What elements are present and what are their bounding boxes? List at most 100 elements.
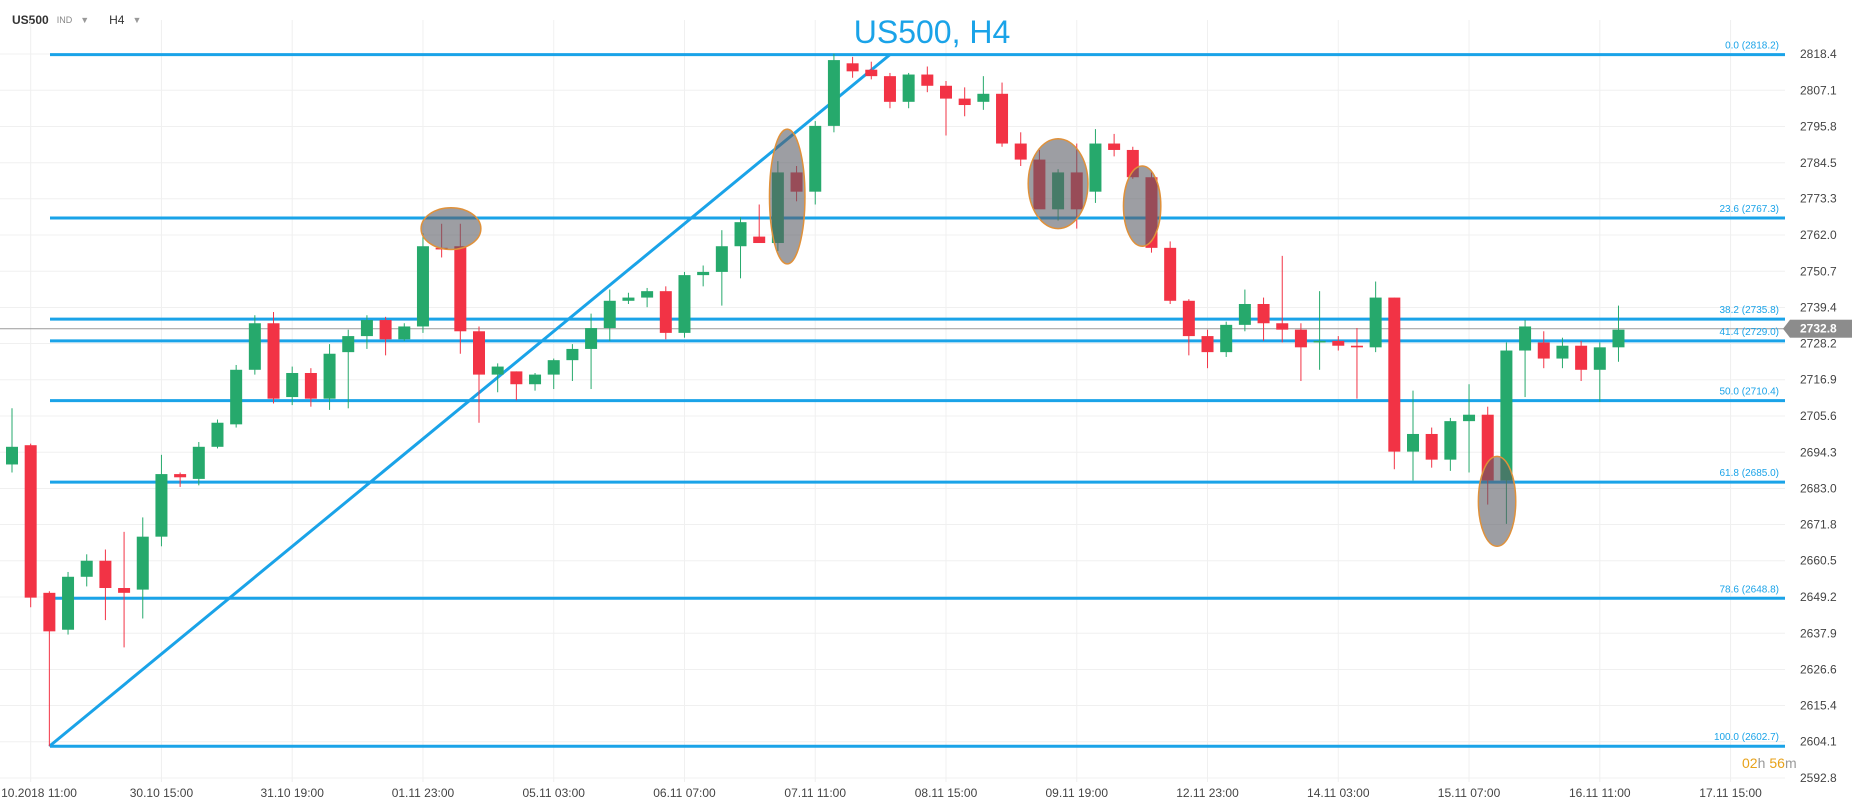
candle-body — [902, 74, 915, 102]
timeframe-selector[interactable]: H4 — [109, 13, 125, 27]
candle — [491, 363, 504, 393]
candle — [921, 66, 934, 93]
current-price-label: 2732.8 — [1800, 322, 1837, 336]
candle-body — [62, 576, 75, 630]
timer-hours: 02 — [1742, 755, 1758, 771]
candle-body — [1500, 350, 1513, 481]
candle-body — [603, 300, 616, 329]
price-tick-label: 2818.4 — [1800, 47, 1837, 61]
highlight-ellipse[interactable] — [1477, 455, 1517, 548]
candle-body — [379, 320, 392, 340]
candle-body — [809, 125, 822, 192]
candle-body — [846, 63, 859, 72]
timer-minutes: 56 — [1769, 755, 1785, 771]
candle-body — [1369, 297, 1382, 348]
candle — [1369, 281, 1382, 353]
time-tick-label: 14.11 03:00 — [1307, 786, 1370, 800]
candle-body — [622, 297, 635, 301]
candle-body — [454, 246, 467, 332]
price-axis[interactable]: 2818.4 2807.1 2795.8 2784.5 2773.3 2762.0 2750… — [1783, 47, 1852, 785]
trendline[interactable] — [48, 53, 891, 748]
candle-body — [940, 85, 952, 99]
price-tick-label: 2694.3 — [1800, 445, 1837, 459]
candle-body — [80, 560, 93, 577]
candle-body — [1537, 342, 1550, 359]
candle-body — [286, 372, 299, 398]
candle-body — [977, 93, 990, 102]
candle — [62, 571, 75, 635]
candle — [585, 313, 598, 390]
candle — [1537, 331, 1550, 369]
candle — [174, 472, 187, 487]
candle-body — [1276, 323, 1289, 330]
candle — [603, 289, 616, 341]
highlight-ellipse[interactable] — [420, 206, 482, 251]
candle — [566, 344, 579, 382]
symbol-dropdown-chevron-icon[interactable]: ▼ — [80, 15, 90, 25]
price-tick-label: 2637.9 — [1800, 626, 1837, 640]
candle — [958, 87, 971, 117]
candle-body — [1014, 143, 1027, 160]
time-tick-label: 29.10.2018 11:00 — [0, 786, 77, 800]
highlight-ellipse[interactable] — [1122, 165, 1162, 247]
price-tick-label: 2615.4 — [1800, 698, 1837, 712]
candle — [902, 72, 915, 109]
candle-body — [1519, 326, 1532, 351]
price-tick-label: 2649.2 — [1800, 590, 1837, 604]
candle — [1276, 255, 1289, 343]
highlight-ellipse[interactable] — [1027, 137, 1089, 230]
candle — [1444, 417, 1457, 471]
candle-body — [1201, 336, 1214, 353]
fibonacci-retracement[interactable]: 0.0 (2818.2) 23.6 (2767.3) 38.2 (2735.8) 41… — [50, 41, 1785, 748]
candle — [1612, 305, 1625, 362]
candle — [1257, 297, 1270, 341]
fib-level-label: 61.8 (2685.0) — [1720, 468, 1780, 479]
candle — [996, 82, 1009, 147]
timeframe-dropdown-chevron-icon[interactable]: ▼ — [132, 15, 142, 25]
candle-body — [1556, 345, 1569, 359]
candle — [192, 441, 205, 486]
candle-body — [267, 323, 280, 399]
candle-body — [1425, 433, 1438, 460]
time-tick-label: 30.10 15:00 — [130, 786, 194, 800]
candle — [846, 56, 859, 78]
candle — [510, 371, 523, 401]
price-tick-label: 2683.0 — [1800, 482, 1837, 496]
time-tick-label: 12.11 23:00 — [1176, 786, 1239, 800]
time-tick-label: 16.11 11:00 — [1569, 786, 1631, 800]
fib-level-label: 41.4 (2729.0) — [1720, 327, 1780, 338]
candle-body — [24, 445, 37, 598]
candle — [6, 408, 18, 473]
price-tick-label: 2739.4 — [1800, 301, 1837, 315]
trendline-layer[interactable] — [48, 53, 891, 748]
candle — [342, 329, 355, 409]
candle-body — [1313, 340, 1326, 343]
candle — [473, 326, 485, 423]
price-tick-label: 2592.8 — [1800, 771, 1837, 785]
candle — [883, 72, 896, 109]
candle-body — [753, 236, 766, 244]
candle-body — [43, 592, 56, 632]
candle — [715, 230, 728, 306]
candle-body — [734, 222, 747, 247]
price-tick-label: 2762.0 — [1800, 228, 1837, 242]
time-axis[interactable]: 29.10.2018 11:00 30.10 15:00 31.10 19:00 01… — [0, 786, 1762, 800]
fib-level-label: 23.6 (2767.3) — [1720, 204, 1780, 215]
time-tick-label: 31.10 19:00 — [260, 786, 324, 800]
candle-body — [865, 69, 878, 77]
candle — [211, 419, 224, 449]
candle-body — [883, 76, 896, 102]
candle — [753, 204, 766, 244]
candle — [1089, 129, 1102, 203]
candle-body — [1444, 421, 1457, 460]
candle-body — [547, 360, 560, 375]
candle-body — [416, 246, 429, 327]
candle-body — [1108, 143, 1121, 150]
highlight-ellipse[interactable] — [768, 128, 806, 265]
price-tick-label: 2671.8 — [1800, 517, 1837, 531]
candle-body — [1294, 329, 1307, 348]
highlight-ellipses[interactable] — [420, 128, 1517, 548]
candle-body — [1164, 247, 1177, 301]
candle — [659, 286, 672, 340]
